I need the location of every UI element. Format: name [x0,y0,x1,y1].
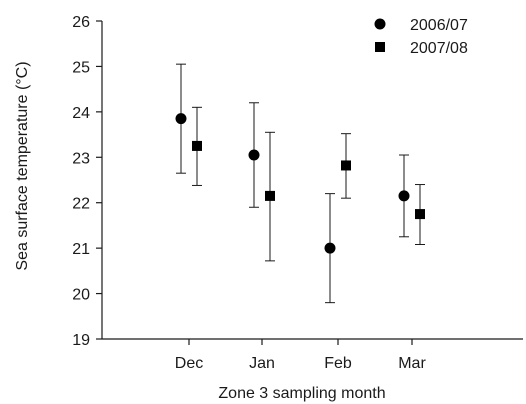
y-tick-label: 22 [72,196,90,213]
data-point-square [415,209,425,220]
data-point-circle [175,113,187,125]
data-point-square [341,160,351,171]
y-tick-label: 19 [72,332,90,349]
data-point-circle [248,149,260,161]
legend-label: 2007/08 [410,40,468,57]
x-tick-label: Feb [324,355,352,372]
data-point-circle [324,242,336,254]
x-tick-label: Jan [249,355,275,372]
y-tick-label: 20 [72,287,90,304]
legend-label: 2006/07 [410,17,468,34]
y-tick-label: 24 [72,105,90,122]
data-point-circle [398,190,410,202]
axes [101,21,523,340]
series-2 [192,106,425,262]
x-tick-label: Mar [398,355,426,372]
x-tick-label: Dec [175,355,203,372]
y-tick-label: 23 [72,150,90,167]
x-axis-title: Zone 3 sampling month [218,385,385,402]
y-tick-label: 25 [72,59,90,76]
y-tick-label: 21 [72,241,90,258]
ticks: 19 20 21 22 23 24 25 26 Dec Jan Feb Mar [72,14,426,372]
series-1 [175,63,410,304]
data-point-square [265,190,275,201]
data-point-square [192,140,202,151]
y-tick-label: 26 [72,14,90,31]
legend-marker-circle [374,18,386,30]
legend: 2006/07 2007/08 [374,17,468,57]
legend-marker-square [375,42,385,52]
y-axis-title: Sea surface temperature (°C) [14,61,31,270]
series-layer [175,63,425,304]
